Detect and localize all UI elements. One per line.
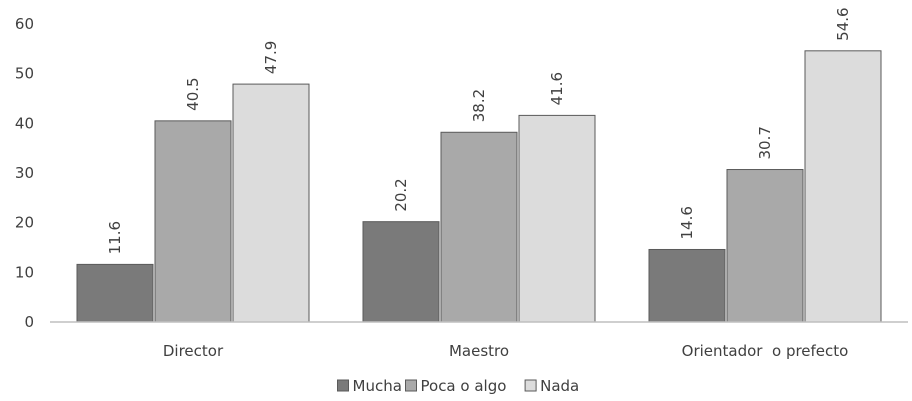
data-label: 41.6: [548, 72, 566, 105]
data-label: 11.6: [106, 221, 124, 254]
bar: [76, 263, 154, 323]
y-tick-label: 20: [15, 214, 34, 232]
y-tick-label: 60: [15, 15, 34, 33]
y-tick-label: 0: [24, 313, 34, 331]
bar: [518, 114, 596, 323]
data-label: 47.9: [262, 41, 280, 74]
bar: [232, 83, 310, 323]
bars: [76, 50, 882, 323]
legend: Mucha Poca o algo Nada: [337, 377, 579, 395]
legend-swatch: [524, 379, 537, 392]
bar: [726, 169, 804, 323]
x-axis: Director Maestro Orientador o prefecto: [163, 342, 848, 360]
bar: [648, 248, 726, 323]
y-tick-label: 10: [15, 263, 34, 281]
data-label: 38.2: [470, 89, 488, 122]
x-tick-label: Maestro: [449, 342, 509, 360]
x-tick-label: Director: [163, 342, 224, 360]
data-label: 54.6: [834, 7, 852, 40]
legend-label: Nada: [540, 377, 579, 395]
data-label: 20.2: [392, 178, 410, 211]
data-labels: 11.6 40.5 47.9 20.2 38.2 41.6 14.6 30.7 54.6: [106, 7, 852, 254]
data-label: 14.6: [678, 206, 696, 239]
bar: [804, 50, 882, 323]
legend-label: Mucha: [353, 377, 402, 395]
data-label: 30.7: [756, 126, 774, 159]
y-tick-label: 30: [15, 164, 34, 182]
legend-label: Poca o algo: [421, 377, 507, 395]
y-tick-label: 50: [15, 65, 34, 83]
bar: [362, 221, 440, 323]
bar: [154, 120, 232, 323]
y-tick-label: 40: [15, 114, 34, 132]
y-axis: 0 10 20 30 40 50 60: [15, 15, 34, 331]
bar: [440, 131, 518, 323]
x-tick-label: Orientador o prefecto: [682, 342, 849, 360]
legend-swatch: [405, 379, 417, 392]
legend-swatch: [337, 379, 349, 392]
data-label: 40.5: [184, 77, 202, 110]
